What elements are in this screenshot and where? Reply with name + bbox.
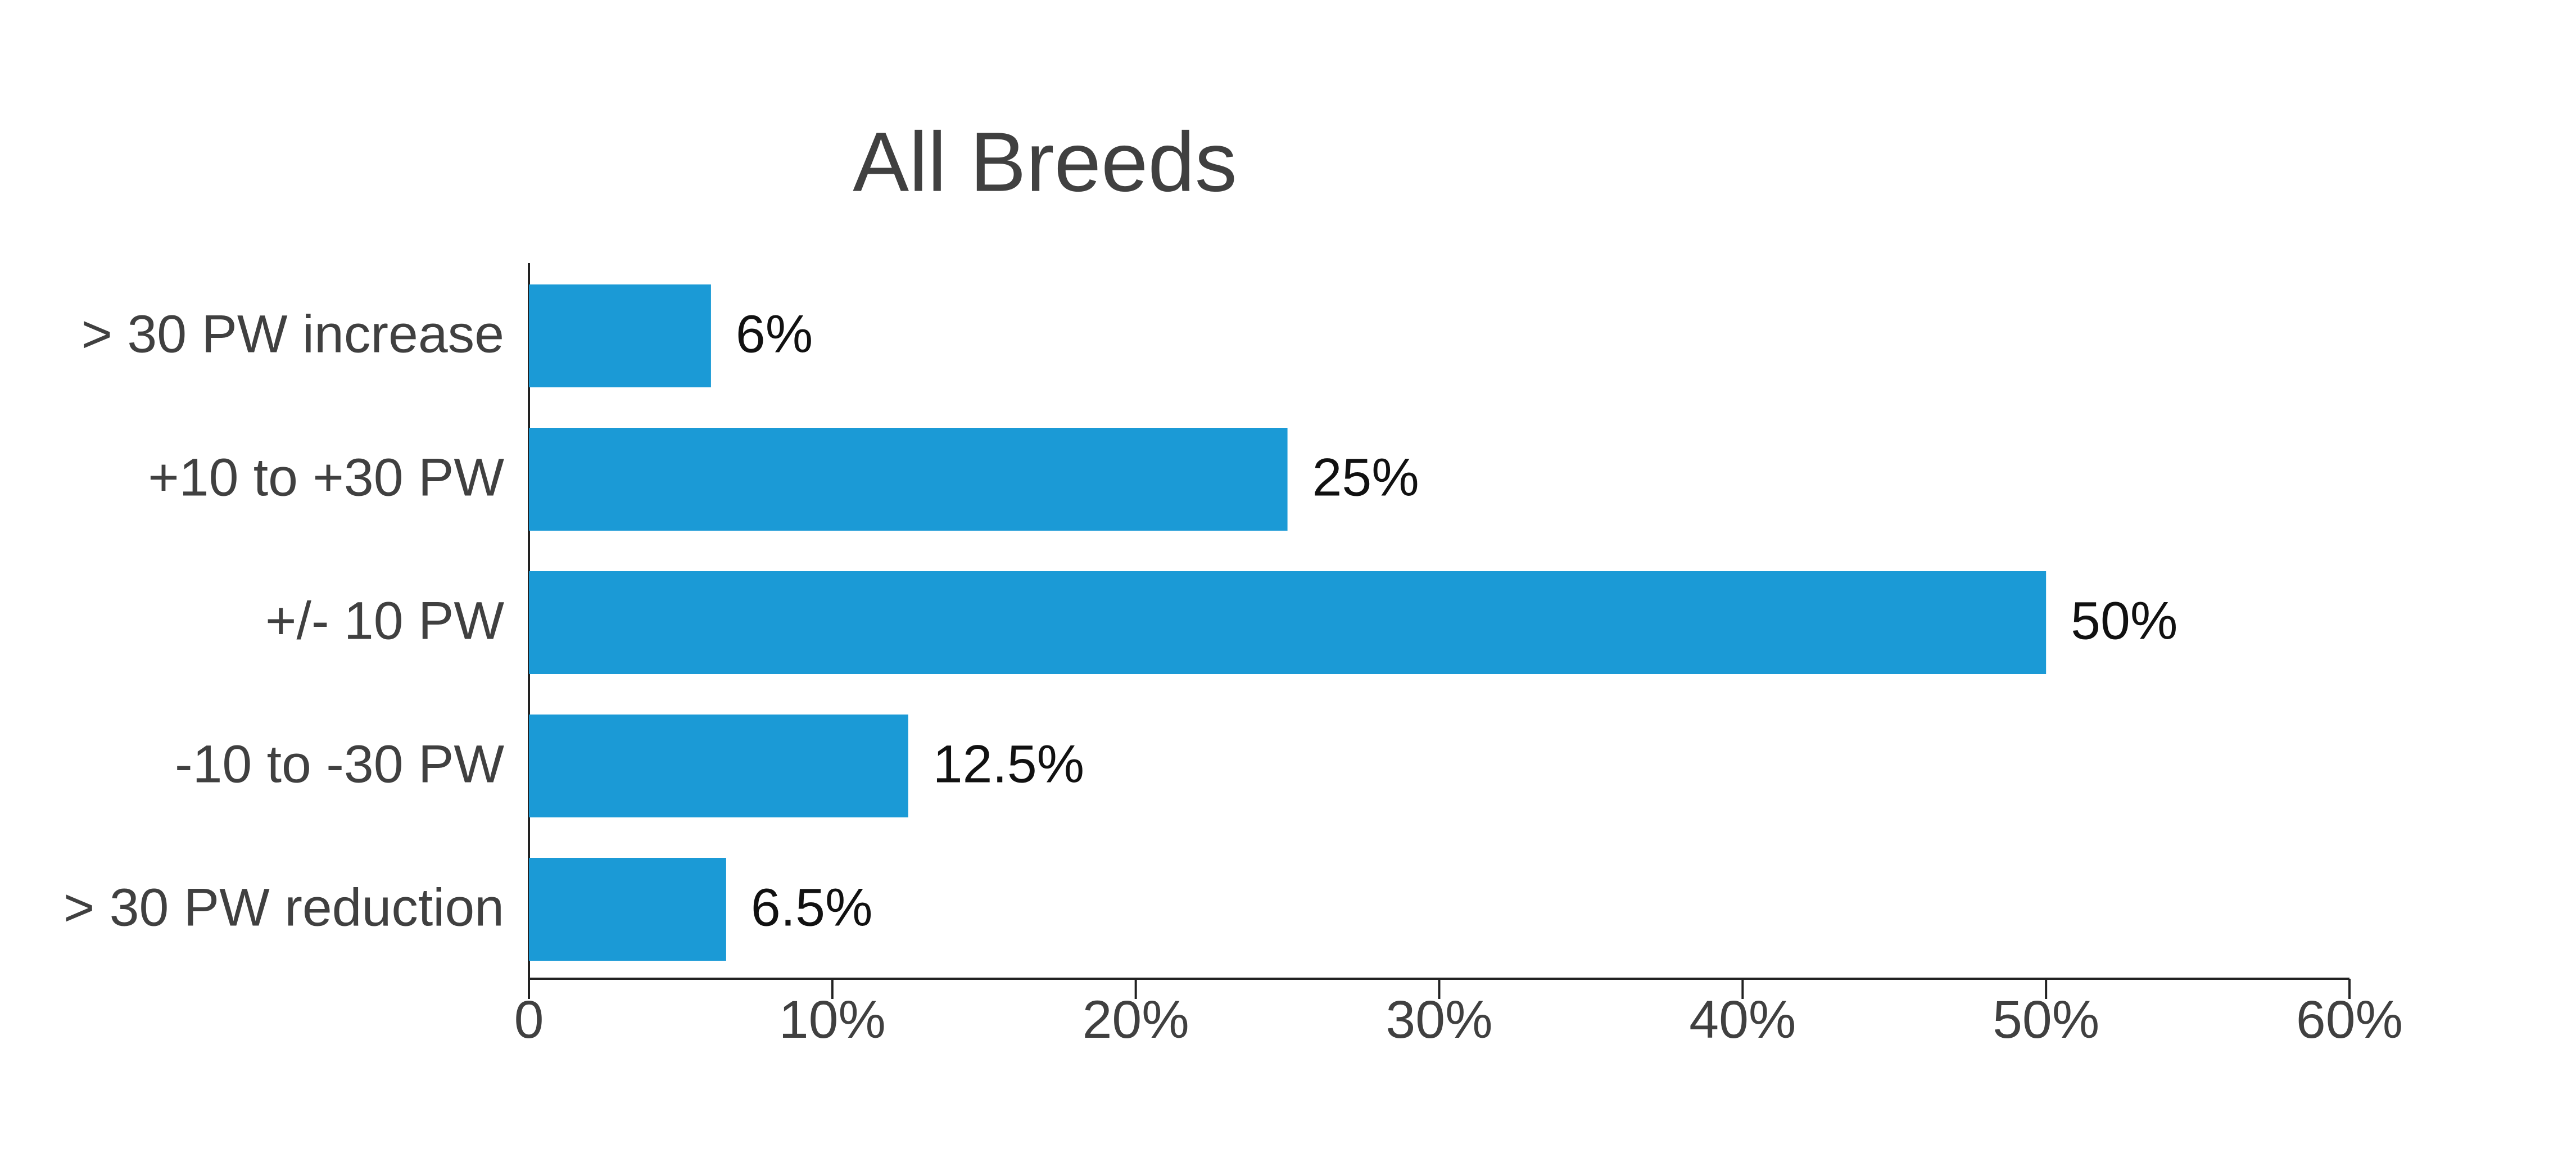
y-tick-label: > 30 PW reduction — [64, 878, 504, 938]
y-tick-label: +/- 10 PW — [265, 591, 504, 651]
chart-title: All Breeds — [853, 115, 1237, 209]
x-tick-label: 30% — [1386, 990, 1492, 1050]
y-tick-label: -10 to -30 PW — [175, 735, 504, 794]
bar — [529, 571, 2047, 674]
value-label: 6% — [736, 305, 813, 364]
x-tick-label: 40% — [1689, 990, 1796, 1050]
value-label: 50% — [2071, 591, 2177, 651]
bar — [529, 284, 711, 387]
x-tick-label: 20% — [1083, 990, 1189, 1050]
value-label: 12.5% — [933, 735, 1084, 794]
x-tick-label: 60% — [2296, 990, 2403, 1050]
x-tick-label: 0 — [514, 990, 544, 1050]
bar — [529, 428, 1288, 531]
y-tick-label: > 30 PW increase — [82, 305, 504, 364]
bar — [529, 858, 726, 961]
value-label: 25% — [1312, 448, 1419, 508]
value-label: 6.5% — [751, 878, 873, 938]
bar — [529, 715, 908, 817]
x-tick-label: 10% — [779, 990, 886, 1050]
x-tick-label: 50% — [1993, 990, 2099, 1050]
y-tick-label: +10 to +30 PW — [148, 448, 504, 508]
